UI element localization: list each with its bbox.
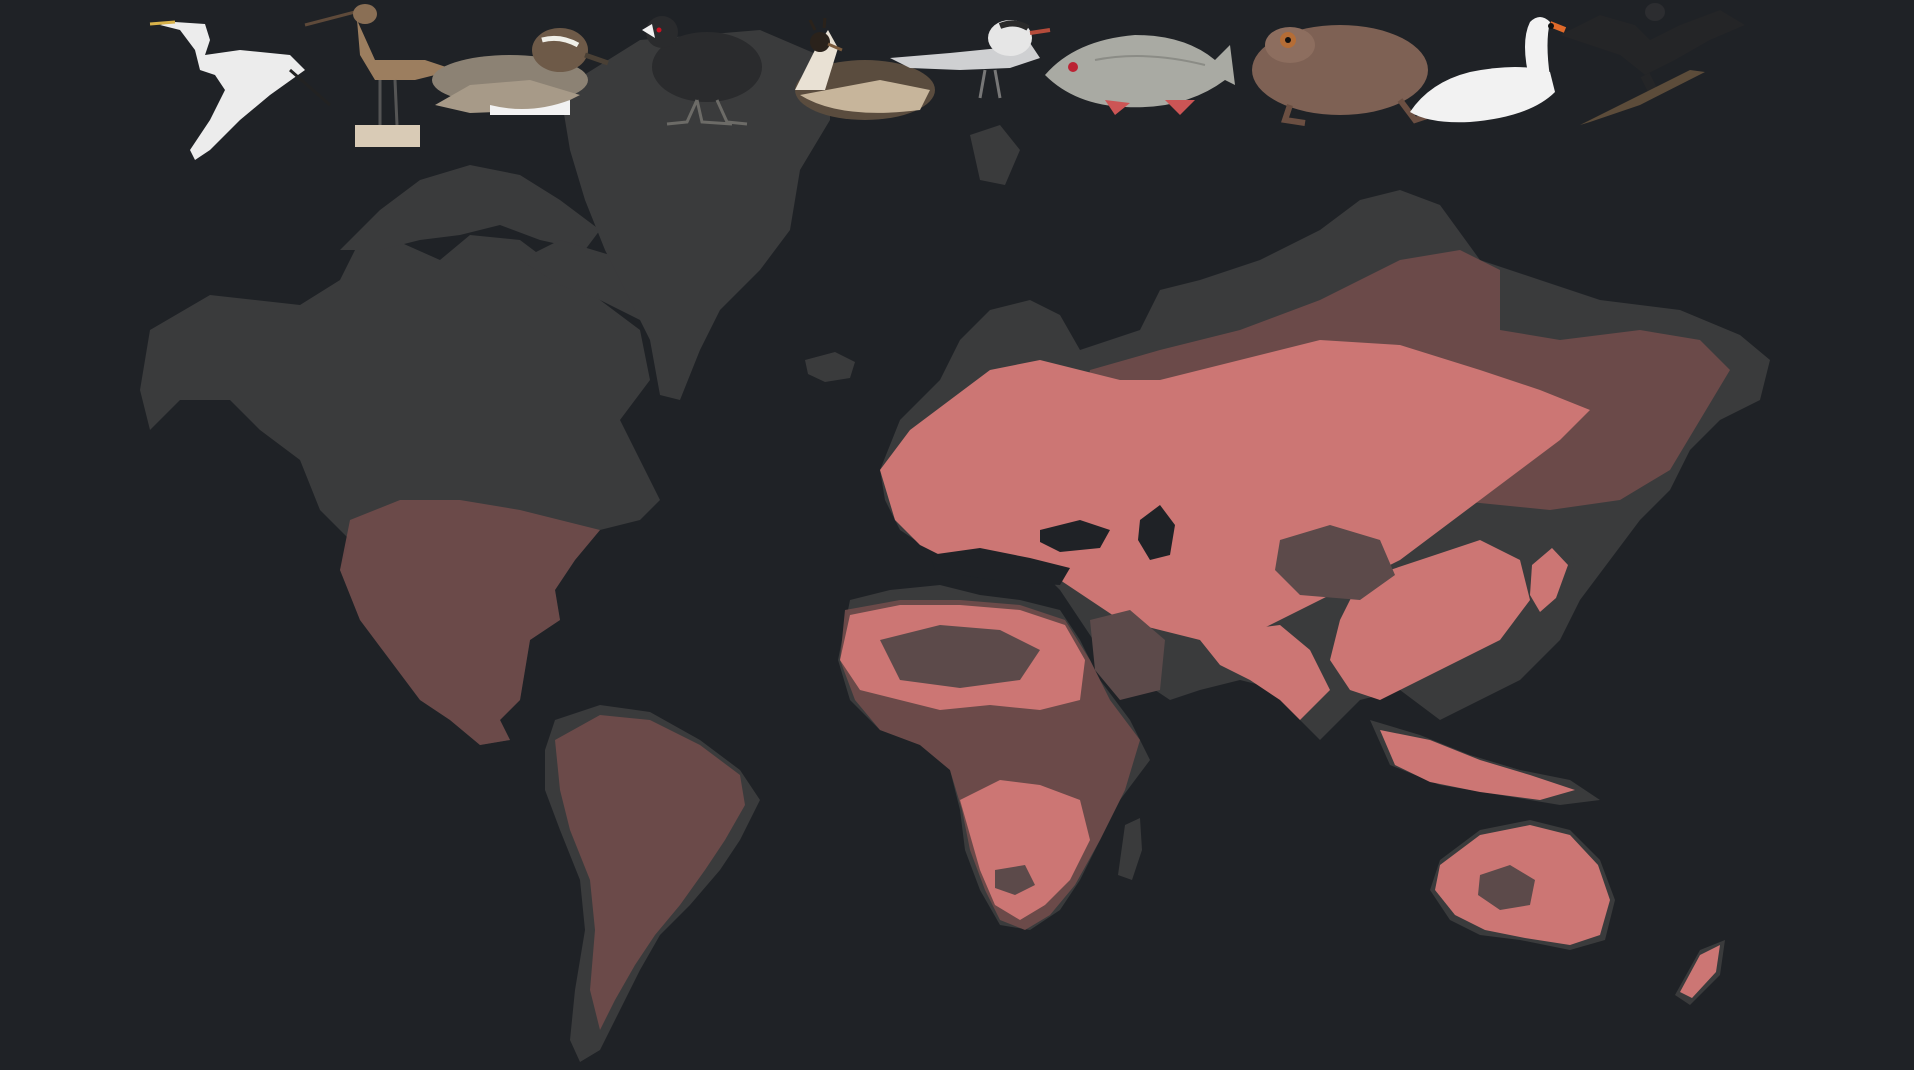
arabian-desert-gap: [1090, 610, 1165, 700]
range-new-zealand: [1680, 945, 1720, 998]
sahara-gap: [880, 625, 1040, 688]
range-sea-islands: [1380, 730, 1575, 800]
species-strip: [149, 3, 1745, 160]
common-toad-icon[interactable]: [1252, 25, 1431, 126]
iceland-landmass: [805, 352, 855, 382]
range-south-america: [555, 715, 745, 1030]
great-crested-grebe-icon[interactable]: [795, 17, 935, 120]
eurasian-coot-icon[interactable]: [642, 16, 762, 126]
kalahari-gap: [995, 865, 1035, 895]
caspian-gap: [1138, 505, 1175, 560]
australia-desert-gap: [1478, 865, 1535, 910]
central-asia-desert-gap: [1275, 525, 1395, 600]
whiskered-tern-icon[interactable]: [890, 20, 1051, 99]
range-gaps-layer: [880, 505, 1535, 910]
black-sea-gap: [1040, 520, 1110, 552]
arctic-islands: [340, 165, 600, 250]
baffin-island: [520, 240, 650, 320]
great-cormorant-icon[interactable]: [1560, 3, 1745, 125]
range-japan: [1530, 548, 1568, 612]
range-south-asia: [1200, 625, 1330, 720]
svalbard-landmass: [970, 125, 1020, 185]
mediterranean-gap: [930, 548, 1070, 585]
black-tailed-godwit-icon[interactable]: [304, 4, 455, 147]
great-egret-icon[interactable]: [149, 20, 331, 160]
range-americas: [340, 500, 600, 745]
madagascar-landmass: [1118, 818, 1142, 880]
greenland-landmass: [560, 30, 830, 400]
garganey-duck-icon[interactable]: [432, 28, 609, 115]
range-southern-africa: [960, 780, 1090, 920]
common-roach-fish-icon[interactable]: [1045, 35, 1235, 115]
mute-swan-icon[interactable]: [1410, 17, 1567, 123]
